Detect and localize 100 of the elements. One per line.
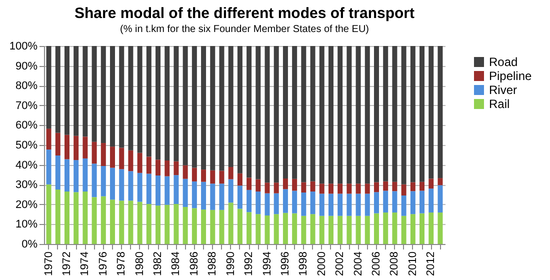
bar: [237, 173, 242, 186]
x-tick-label: 1988: [206, 252, 219, 276]
bar: [274, 214, 279, 244]
bar: [410, 214, 416, 244]
bar: [55, 46, 60, 133]
bar: [364, 184, 370, 194]
bar: [338, 46, 343, 184]
bar: [210, 184, 216, 210]
bar: [182, 178, 188, 207]
bar: [82, 136, 88, 158]
bar: [128, 171, 134, 201]
bar: [364, 46, 370, 184]
bar: [392, 46, 398, 182]
bar: [364, 216, 370, 244]
y-tick-label: 10%: [15, 218, 38, 231]
bar: [310, 214, 316, 244]
y-tick-label: 100%: [9, 40, 38, 52]
bar: [201, 210, 206, 244]
bar: [110, 168, 115, 200]
bar: [383, 181, 388, 191]
bar: [346, 216, 352, 244]
bar: [100, 196, 106, 244]
bar: [282, 212, 288, 244]
bar: [319, 46, 324, 184]
bar: [282, 189, 288, 213]
bar: [46, 128, 52, 150]
x-tick-label: 1990: [224, 252, 237, 276]
bar: [156, 206, 161, 244]
x-tick-label: 1994: [261, 252, 274, 276]
legend-label: Rail: [489, 97, 510, 111]
x-tick-label: 1972: [60, 252, 73, 276]
bar: [219, 46, 224, 171]
bar: [420, 190, 425, 214]
bar: [438, 212, 443, 244]
chart-title: Share modal of the different modes of transport: [74, 5, 415, 22]
x-tick-label: 1998: [298, 252, 310, 276]
bar: [128, 46, 134, 150]
bar: [237, 186, 242, 209]
bar: [128, 200, 134, 244]
x-tick-label: 1976: [97, 252, 110, 276]
bar: [319, 194, 324, 216]
bar: [164, 204, 170, 244]
bar: [156, 160, 161, 176]
bar: [256, 192, 261, 214]
bar: [392, 191, 398, 213]
bar: [264, 46, 270, 183]
legend-label: River: [489, 83, 518, 97]
bar: [174, 204, 179, 244]
bar: [174, 161, 179, 176]
bar: [92, 197, 97, 244]
bar: [319, 216, 324, 244]
bar: [438, 185, 443, 213]
bar: [256, 214, 261, 244]
bar: [164, 176, 170, 205]
bar: [328, 194, 334, 216]
x-tick-label: 1996: [279, 252, 292, 276]
bar: [182, 165, 188, 179]
bar: [282, 46, 288, 178]
y-tick-label: 30%: [15, 179, 38, 192]
bar: [310, 192, 316, 214]
x-tick-label: 1982: [152, 252, 164, 276]
bar: [156, 46, 161, 160]
bar: [55, 190, 60, 244]
bar: [164, 46, 170, 160]
bar: [338, 194, 343, 216]
bar: [338, 216, 343, 244]
bar: [55, 132, 60, 156]
bar: [74, 46, 79, 136]
x-tick-label: 2010: [406, 252, 419, 276]
bar: [274, 182, 279, 194]
bar: [92, 142, 97, 164]
x-tick-label: 2012: [425, 252, 438, 276]
bar: [383, 190, 388, 213]
bar: [338, 184, 343, 194]
bar: [383, 46, 388, 182]
bar: [146, 156, 152, 174]
bar: [110, 200, 115, 244]
bar: [100, 143, 106, 166]
bar: [92, 164, 97, 198]
y-tick-label: 40%: [15, 159, 38, 172]
bar: [246, 178, 252, 190]
bar: [210, 170, 216, 184]
bar: [401, 184, 406, 196]
bar: [46, 184, 52, 244]
bar: [237, 208, 242, 244]
bar: [356, 216, 361, 244]
bar: [119, 200, 124, 244]
bar: [301, 192, 306, 216]
bar: [282, 178, 288, 190]
bar: [392, 182, 398, 192]
bar: [137, 152, 142, 173]
y-tick-label: 80%: [15, 80, 38, 92]
bar: [328, 46, 334, 184]
x-tick-label: 1970: [42, 252, 55, 276]
bar: [346, 46, 352, 184]
y-tick-label: 50%: [15, 140, 38, 152]
bar: [328, 184, 334, 194]
bar: [192, 181, 197, 208]
bar: [420, 213, 425, 244]
bar: [356, 184, 361, 194]
